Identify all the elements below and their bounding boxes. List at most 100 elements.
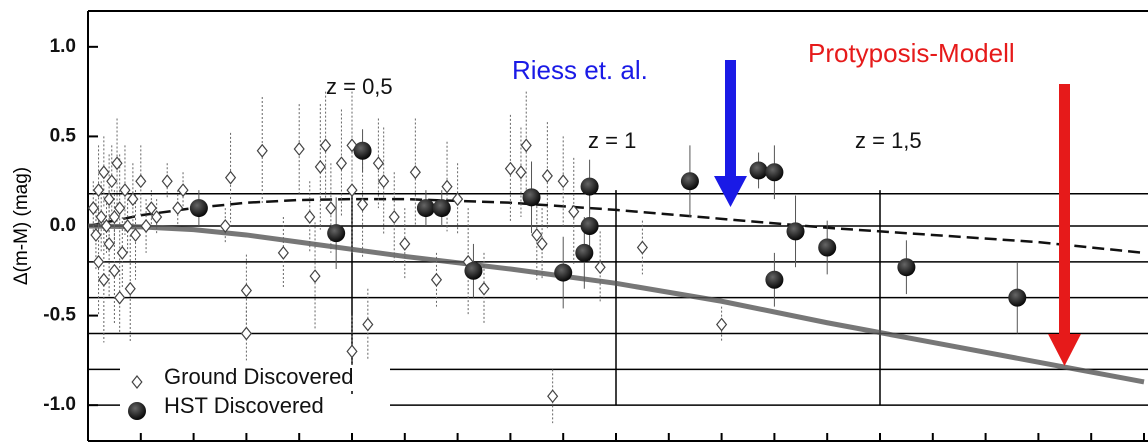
red-arrow xyxy=(1048,84,1081,366)
ground-point xyxy=(103,192,115,207)
ground-point xyxy=(111,156,123,171)
ground-point xyxy=(114,201,126,216)
y-axis-label: Δ(m-M) (mag) xyxy=(11,167,32,285)
ground-point xyxy=(304,210,316,225)
ground-point xyxy=(293,141,305,156)
legend-bg xyxy=(120,365,390,391)
hst-point xyxy=(522,188,541,207)
ground-point xyxy=(256,143,268,158)
ground-point xyxy=(108,263,120,278)
ground-point xyxy=(98,165,110,180)
annotation: z = 0,5 xyxy=(326,74,393,99)
hst-point xyxy=(1008,288,1027,307)
ground-point xyxy=(103,236,115,251)
annotation: z = 1 xyxy=(588,128,636,153)
annotation: Riess et. al. xyxy=(512,55,648,85)
ground-point xyxy=(594,260,606,275)
ground-point xyxy=(515,165,527,180)
ground-point xyxy=(547,389,559,404)
blue-arrow xyxy=(714,60,747,207)
ground-point xyxy=(277,245,289,260)
ground-point xyxy=(541,168,553,183)
hst-point xyxy=(897,258,916,277)
ground-point xyxy=(151,210,163,225)
ground-point xyxy=(87,201,99,216)
ground-point xyxy=(325,201,337,216)
ground-point xyxy=(320,138,332,153)
ground-point xyxy=(557,174,569,189)
hst-point xyxy=(554,263,573,282)
ground-point xyxy=(240,283,252,298)
ground-point xyxy=(314,159,326,174)
ground-point xyxy=(409,165,421,180)
legend-marker xyxy=(128,402,146,420)
y-tick-label: -0.5 xyxy=(43,305,76,326)
ground-point xyxy=(478,281,490,296)
y-tick-label: -1.0 xyxy=(43,394,76,415)
ground-point xyxy=(172,201,184,216)
hst-point xyxy=(416,199,435,218)
ground-point xyxy=(224,170,237,185)
ground-point xyxy=(95,210,107,225)
hst-point xyxy=(464,261,483,280)
annotation: Protyposis-Modell xyxy=(808,38,1015,68)
ground-point xyxy=(122,219,134,233)
hst-point xyxy=(680,172,699,191)
ground-point xyxy=(108,210,120,225)
ground-point xyxy=(90,227,102,242)
ground-point xyxy=(219,219,231,233)
legend-label: HST Discovered xyxy=(164,393,324,418)
y-tick-label: 0.5 xyxy=(50,125,77,146)
ground-point xyxy=(114,290,126,305)
hst-point xyxy=(749,161,768,180)
model-curve xyxy=(87,223,1145,385)
ground-point xyxy=(92,183,105,198)
ground-point xyxy=(129,227,142,242)
ground-point xyxy=(372,156,384,171)
ground-point xyxy=(346,344,358,359)
legend-marker xyxy=(131,375,143,389)
ground-point xyxy=(716,317,728,332)
legend-label: Ground Discovered xyxy=(164,364,354,389)
legend-bg xyxy=(120,394,390,420)
ground-point xyxy=(98,272,110,287)
y-tick-label: 0.0 xyxy=(50,215,76,236)
hst-point xyxy=(786,222,805,241)
ground-point xyxy=(531,227,543,242)
ground-point xyxy=(100,219,113,233)
ground-point xyxy=(106,174,118,189)
ground-point xyxy=(116,245,128,260)
hst-point xyxy=(189,199,208,218)
ground-point xyxy=(356,197,369,212)
ground-point xyxy=(240,326,252,341)
ground-point xyxy=(430,272,443,287)
hst-point xyxy=(580,217,599,235)
ground-point xyxy=(536,236,548,251)
ground-point xyxy=(127,192,139,207)
ground-point xyxy=(362,317,374,332)
ground-point xyxy=(504,161,516,176)
ground-point xyxy=(568,204,580,219)
ground-point xyxy=(135,174,147,189)
y-tick-label: 1.0 xyxy=(50,36,76,57)
hst-point xyxy=(580,177,599,196)
ground-point xyxy=(399,236,411,251)
hst-point xyxy=(765,163,784,182)
annotation: z = 1,5 xyxy=(855,128,922,153)
hst-point xyxy=(818,238,837,257)
ground-point xyxy=(161,174,173,189)
ground-point xyxy=(378,174,390,189)
ground-point xyxy=(346,183,358,198)
ground-point xyxy=(140,219,152,233)
ground-point xyxy=(452,192,464,207)
ground-point xyxy=(335,156,348,171)
ground-point xyxy=(92,254,105,269)
hst-point xyxy=(327,224,346,243)
ground-point xyxy=(441,179,453,194)
ground-point xyxy=(119,183,131,198)
ground-point xyxy=(124,281,136,296)
hst-point xyxy=(432,199,451,218)
hst-point xyxy=(575,243,594,262)
hst-point xyxy=(353,141,372,160)
